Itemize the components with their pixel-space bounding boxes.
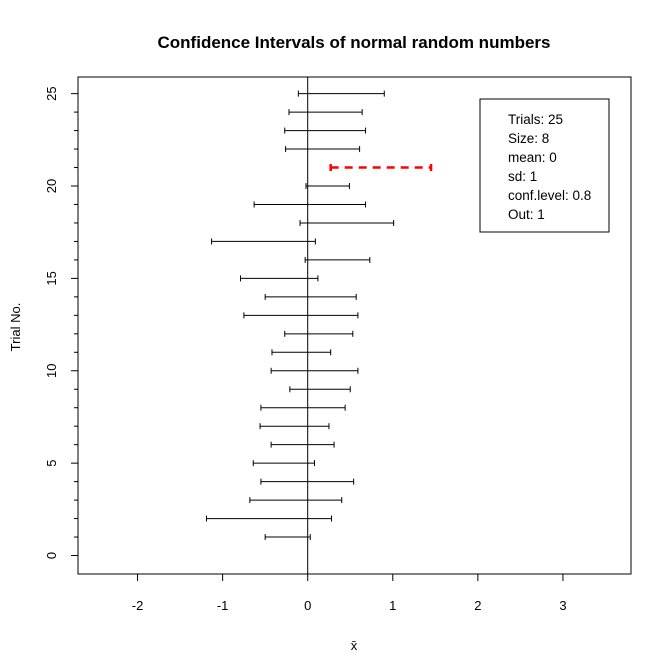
x-tick-label: 3	[559, 598, 566, 613]
y-axis: 0 5 10 15 20 25	[44, 86, 78, 559]
x-tick-label: 0	[304, 598, 311, 613]
y-tick-label: 0	[44, 552, 59, 559]
y-axis-label: Trial No.	[8, 303, 23, 352]
legend-entry: conf.level: 0.8	[508, 188, 591, 203]
x-tick-label: -2	[132, 598, 144, 613]
x-tick-label: -1	[217, 598, 229, 613]
y-tick-label: 25	[44, 86, 59, 100]
legend-entry: mean: 0	[508, 150, 557, 165]
plot-frame	[77, 76, 632, 575]
legend-entry: sd: 1	[508, 169, 537, 184]
x-tick-label: 2	[474, 598, 481, 613]
chart-title: Confidence Intervals of normal random nu…	[158, 33, 551, 52]
interval-series	[205, 90, 433, 541]
y-tick-label: 15	[44, 271, 59, 285]
x-tick-label: 1	[389, 598, 396, 613]
y-tick-label: 5	[44, 460, 59, 467]
y-tick-label: 10	[44, 364, 59, 378]
x-axis-label: x̄	[351, 638, 358, 653]
legend-entry: Out: 1	[508, 207, 545, 222]
legend-entry: Trials: 25	[508, 112, 563, 127]
legend: Trials: 25 Size: 8 mean: 0 sd: 1 conf.level:…	[479, 98, 610, 233]
legend-box	[479, 98, 610, 233]
x-axis: -2 -1 0 1 2 3	[132, 574, 567, 613]
plot-border	[77, 76, 632, 575]
y-tick-label: 20	[44, 179, 59, 193]
legend-entry: Size: 8	[508, 131, 549, 146]
